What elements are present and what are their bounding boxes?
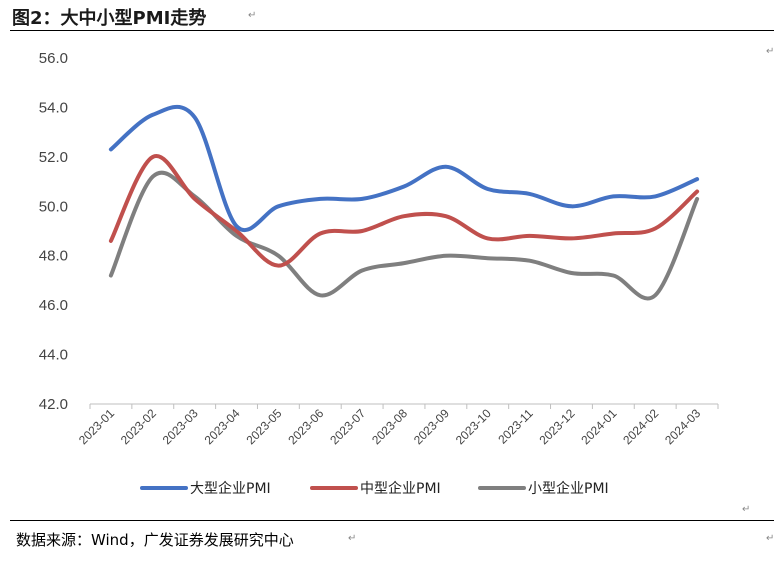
y-tick-label: 56.0 [39,50,68,67]
x-axis: 2023-01 2023-02 2023-03 2023-04 2023-05 2023-… [76,403,719,447]
y-tick-label: 50.0 [39,198,68,215]
y-axis: 56.0 54.0 52.0 50.0 48.0 46.0 44.0 42.0 [39,50,68,413]
x-tick-label: 2023-05 [243,406,284,447]
x-tick-label: 2023-07 [327,406,368,447]
y-tick-label: 48.0 [39,248,68,265]
x-tick-label: 2023-06 [285,406,326,447]
return-mark: ↵ [766,533,775,544]
legend-large-label: 大型企业PMI [190,480,271,497]
y-tick-label: 44.0 [39,347,68,364]
y-tick-label: 42.0 [39,396,68,413]
x-tick-label: 2023-10 [453,406,494,447]
source-note: 数据来源：Wind，广发证券发展研究中心 [16,531,294,549]
x-tick-label: 2023-12 [537,406,578,447]
x-tick-label: 2023-04 [202,406,243,447]
x-tick-label: 2023-03 [160,406,201,447]
chart-title: 图2：大中小型PMI走势 [12,8,207,29]
return-mark: ↵ [766,46,775,57]
y-tick-label: 52.0 [39,149,68,166]
x-tick-label: 2023-09 [411,406,452,447]
legend-small-label: 小型企业PMI [528,480,609,497]
legend: 大型企业PMI 中型企业PMI 小型企业PMI [140,480,609,497]
large-enterprise-pmi-line [108,104,700,233]
x-tick-label: 2023-08 [369,406,410,447]
bottom-rule [10,520,774,521]
x-tick-label: 2023-01 [76,406,117,447]
legend-medium-label: 中型企业PMI [360,480,441,497]
small-enterprise-pmi-line [108,170,700,301]
y-tick-label: 46.0 [39,297,68,314]
plot-area [108,104,700,301]
x-tick-label: 2023-11 [495,406,536,447]
x-tick-label: 2023-02 [118,406,159,447]
x-tick-label: 2024-01 [578,406,619,447]
medium-enterprise-pmi-line [108,154,700,268]
return-mark: ↵ [248,10,257,21]
x-tick-label: 2024-02 [620,406,661,447]
y-tick-label: 54.0 [39,99,68,116]
top-rule [10,30,774,31]
return-mark: ↵ [742,504,751,515]
return-mark: ↵ [348,533,357,544]
x-tick-label: 2024-03 [662,406,703,447]
